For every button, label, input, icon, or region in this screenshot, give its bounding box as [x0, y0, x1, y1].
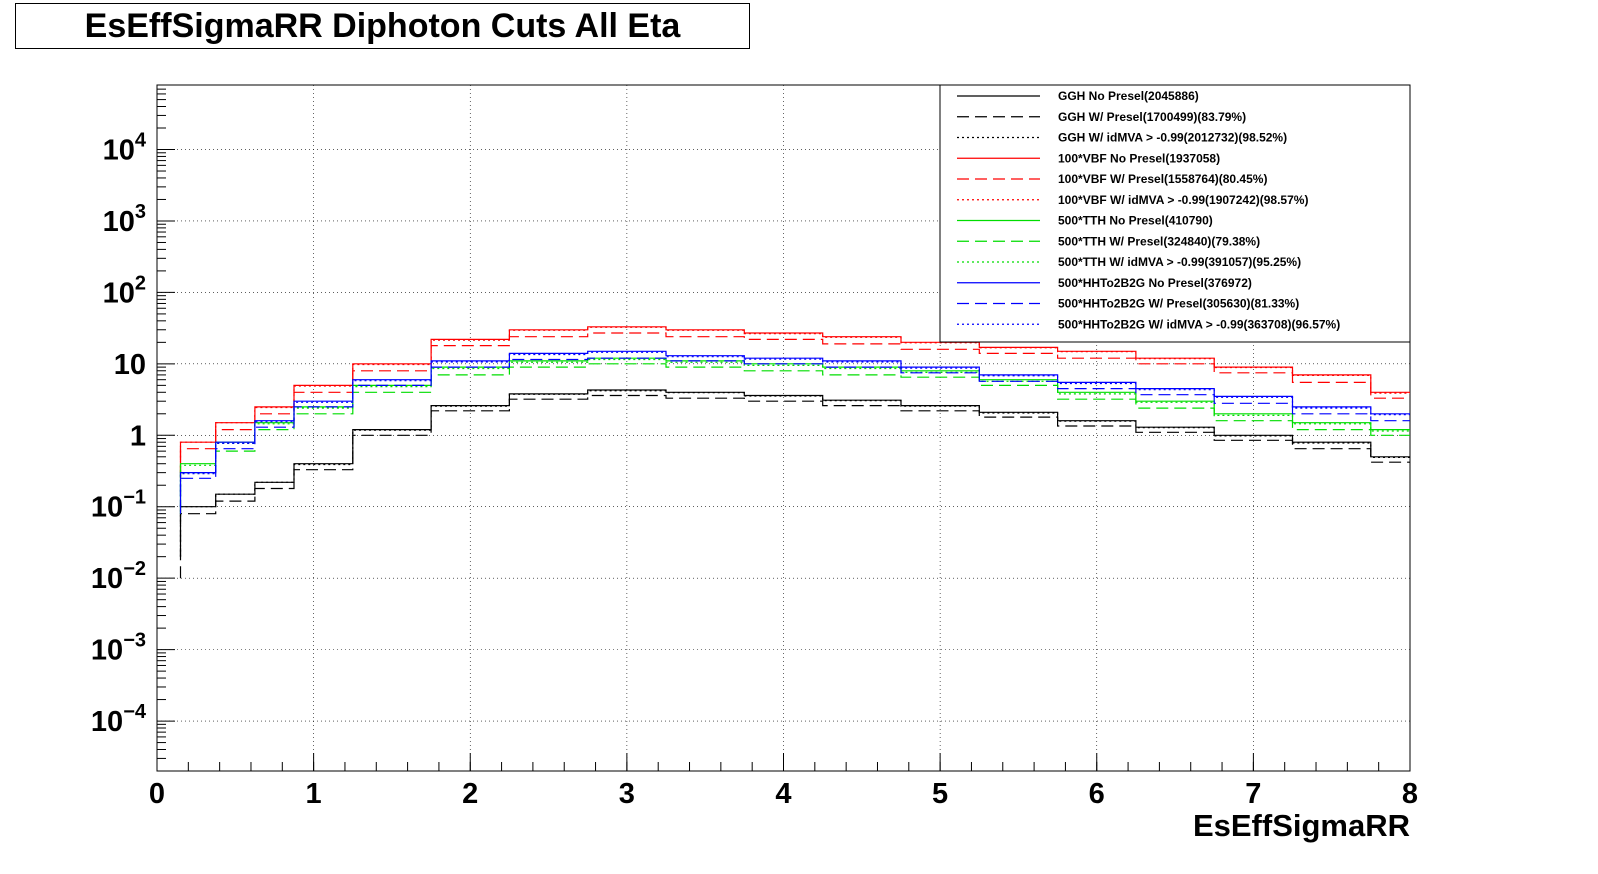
legend-entry: 100*VBF No Presel(1937058) — [1058, 151, 1220, 165]
y-tick-label: 10 — [114, 349, 146, 381]
series-line — [179, 326, 1410, 473]
legend-box — [939, 84, 1411, 343]
x-tick-label: 4 — [775, 778, 791, 810]
x-tick-label: 3 — [619, 778, 635, 810]
y-tick-label: 10−4 — [91, 701, 147, 738]
series-line — [179, 326, 1410, 473]
axes: 0 1 2 3 4 5 6 7 8 10−4 10−3 10−2 10−1 1 10 102 103 104 — [91, 88, 1418, 810]
y-tick-label: 10−1 — [91, 487, 146, 524]
series-line — [179, 363, 1410, 514]
legend-entry: GGH W/ Presel(1700499)(83.79%) — [1058, 110, 1246, 124]
legend-entry: GGH W/ idMVA > -0.99(2012732)(98.52%) — [1058, 131, 1287, 145]
x-tick-label: 0 — [149, 778, 165, 810]
series-line — [179, 389, 1410, 557]
x-tick-label: 8 — [1402, 778, 1418, 810]
legend: GGH No Presel(2045886) GGH W/ Presel(1700… — [939, 84, 1411, 343]
x-tick-label: 1 — [306, 778, 322, 810]
legend-entry: 100*VBF W/ Presel(1558764)(80.45%) — [1058, 172, 1267, 186]
legend-entry: 500*HHTo2B2G W/ idMVA > -0.99(363708)(96… — [1058, 317, 1340, 331]
chart-title-box: EsEffSigmaRR Diphoton Cuts All Eta — [15, 3, 750, 49]
series-line — [179, 394, 1410, 579]
legend-entry: 500*HHTo2B2G W/ Presel(305630)(81.33%) — [1058, 297, 1299, 311]
series-layer — [179, 326, 1410, 579]
series-line — [179, 390, 1410, 557]
x-tick-label: 6 — [1089, 778, 1105, 810]
chart-title: EsEffSigmaRR Diphoton Cuts All Eta — [84, 6, 681, 45]
y-tick-label: 10−2 — [91, 558, 146, 595]
x-tick-label: 5 — [932, 778, 948, 810]
x-tick-label: 2 — [462, 778, 478, 810]
series-line — [179, 358, 1410, 507]
x-axis-title: EsEffSigmaRR — [1193, 808, 1410, 843]
legend-entry: 100*VBF W/ idMVA > -0.99(1907242)(98.57%… — [1058, 193, 1308, 207]
legend-entry: 500*HHTo2B2G No Presel(376972) — [1058, 276, 1252, 290]
y-tick-label: 104 — [103, 130, 147, 167]
series-line — [179, 332, 1410, 479]
series-line — [179, 351, 1410, 507]
legend-entry: GGH No Presel(2045886) — [1058, 89, 1199, 103]
legend-entry: 500*TTH W/ idMVA > -0.99(391057)(95.25%) — [1058, 255, 1301, 269]
y-tick-label: 1 — [130, 420, 146, 452]
legend-entry: 500*TTH W/ Presel(324840)(79.38%) — [1058, 234, 1260, 248]
y-tick-label: 103 — [103, 201, 146, 238]
legend-entry: 500*TTH No Presel(410790) — [1058, 214, 1213, 228]
y-tick-label: 10−3 — [91, 630, 146, 667]
y-tick-label: 102 — [103, 272, 146, 309]
x-tick-label: 7 — [1245, 778, 1261, 810]
